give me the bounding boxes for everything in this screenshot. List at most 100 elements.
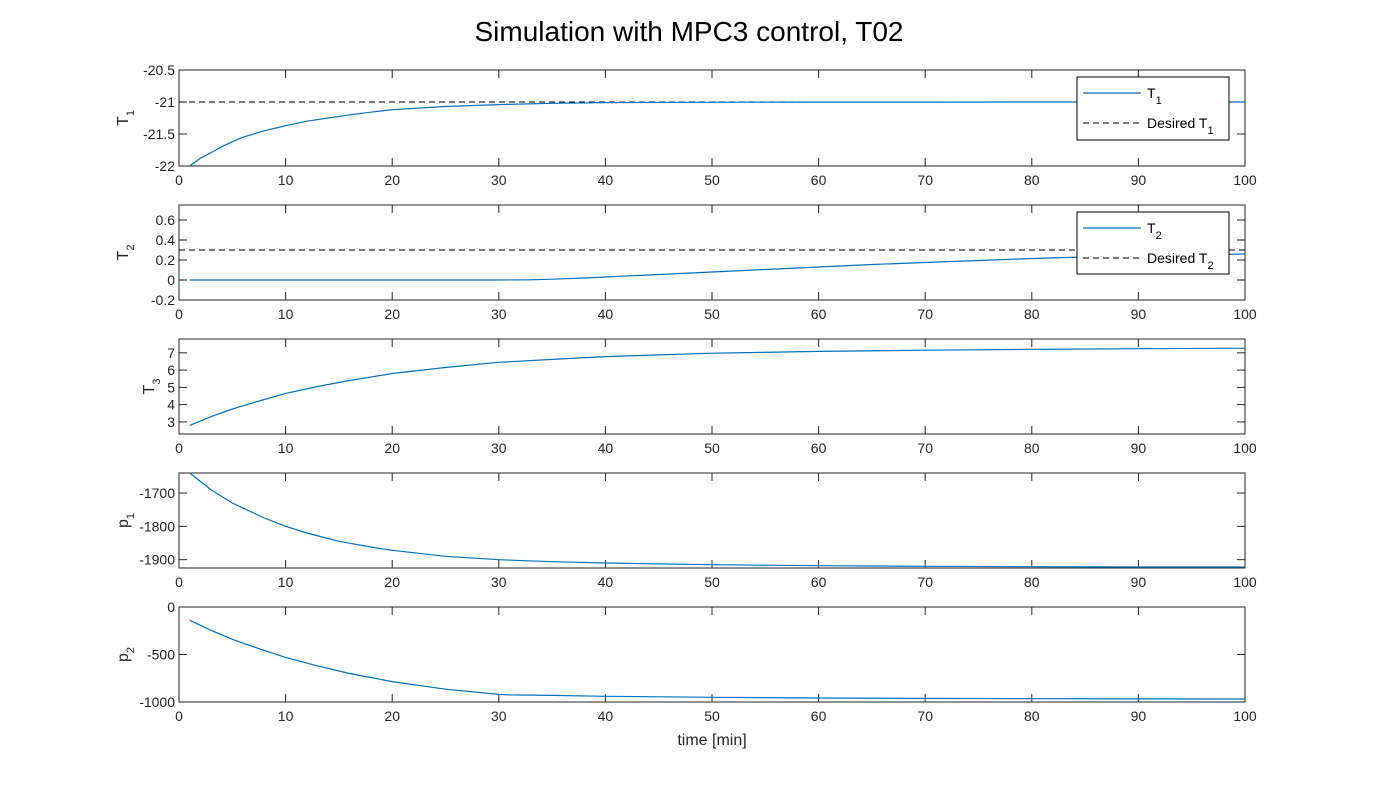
x-tick-label: 30: [491, 708, 507, 724]
y-tick-label: 0.4: [156, 232, 176, 248]
x-tick-label: 0: [175, 708, 183, 724]
x-tick-label: 50: [704, 306, 720, 322]
x-tick-label: 40: [598, 708, 614, 724]
x-tick-label: 80: [1024, 574, 1040, 590]
y-tick-label: 4: [167, 397, 175, 413]
x-tick-label: 20: [384, 440, 400, 456]
x-tick-label: 0: [175, 172, 183, 188]
x-tick-label: 30: [491, 172, 507, 188]
y-tick-label: -1000: [139, 694, 175, 710]
y-tick-label: -1700: [139, 485, 175, 501]
x-tick-label: 20: [384, 574, 400, 590]
legend-entry-series: T1: [1147, 85, 1162, 107]
x-tick-label: 80: [1024, 440, 1040, 456]
y-tick-label: -20.5: [143, 62, 175, 78]
legend-entry-series: T2: [1147, 220, 1162, 242]
legend: T1 Desired T1: [1076, 76, 1230, 141]
x-tick-label: 80: [1024, 306, 1040, 322]
x-tick-label: 60: [811, 708, 827, 724]
series-line: [189, 619, 1245, 700]
x-tick-label: 50: [704, 708, 720, 724]
y-axis-label: p2: [115, 647, 137, 662]
subplot-3: 0 10 20 30 40 50 60 70 80 90 100 34 567 T3: [141, 338, 1257, 456]
plot-area: [178, 472, 1246, 569]
y-tick-label: 0: [167, 599, 175, 615]
x-tick-label: 10: [278, 708, 294, 724]
x-tick-label: 50: [704, 172, 720, 188]
y-axis-label: T3: [141, 379, 163, 395]
x-tick-label: 60: [811, 440, 827, 456]
x-tick-label: 30: [491, 440, 507, 456]
x-tick-label: 30: [491, 306, 507, 322]
x-tick-label: 70: [917, 708, 933, 724]
legend: T2 Desired T2: [1076, 211, 1230, 275]
plot-area: [178, 69, 1246, 167]
x-tick-label: 20: [384, 708, 400, 724]
plot-area: [178, 606, 1246, 703]
series-line: [189, 101, 1245, 166]
y-tick-label: -500: [147, 647, 175, 663]
x-tick-label: 80: [1024, 708, 1040, 724]
x-tick-label: 20: [384, 172, 400, 188]
x-tick-label: 0: [175, 306, 183, 322]
x-tick-label: 100: [1233, 574, 1257, 590]
y-tick-label: -21: [155, 94, 175, 110]
x-tick-label: 90: [1131, 306, 1147, 322]
x-tick-label: 100: [1233, 440, 1257, 456]
x-tick-label: 70: [917, 172, 933, 188]
subplot-1: 0 10 20 30 40 50 60 70 80 90 100 -22 -21.5 -21 -20.5 T1…: [115, 62, 1257, 188]
plot-area: [178, 338, 1246, 435]
y-axis-label: T1: [115, 110, 137, 126]
plot-area: [178, 204, 1246, 301]
x-axis-label: time [min]: [677, 732, 746, 749]
subplots: 0 10 20 30 40 50 60 70 80 90 100-22-21.5-21-20.5T1…: [115, 62, 1257, 724]
x-tick-label: 20: [384, 306, 400, 322]
x-tick-label: 40: [598, 306, 614, 322]
x-tick-label: 70: [917, 306, 933, 322]
y-tick-label: -0.2: [151, 292, 175, 308]
y-tick-label: 3: [167, 414, 175, 430]
figure-title: Simulation with MPC3 control, T02: [475, 16, 904, 47]
y-tick-label: 7: [167, 345, 175, 361]
x-tick-label: 50: [704, 440, 720, 456]
x-tick-label: 90: [1131, 440, 1147, 456]
y-tick-label: 0.6: [156, 212, 176, 228]
x-tick-label: 40: [598, 440, 614, 456]
x-tick-label: 10: [278, 440, 294, 456]
x-tick-label: 60: [811, 574, 827, 590]
x-tick-label: 30: [491, 574, 507, 590]
x-tick-label: 0: [175, 440, 183, 456]
x-tick-label: 60: [811, 172, 827, 188]
x-tick-label: 40: [598, 574, 614, 590]
legend-box: [1076, 211, 1230, 275]
x-tick-label: 90: [1131, 574, 1147, 590]
x-tick-label: 60: [811, 306, 827, 322]
y-axis-label: T2: [115, 245, 137, 261]
legend-box: [1076, 76, 1230, 141]
series-line: [189, 347, 1245, 426]
legend-entry-reference: Desired T2: [1147, 250, 1214, 272]
series-line: [189, 253, 1245, 281]
x-tick-label: 0: [175, 574, 183, 590]
x-tick-label: 100: [1233, 708, 1257, 724]
y-tick-label: 0: [167, 272, 175, 288]
subplot-5: 0 10 20 30 40 50 60 70 80 90 100 -1000 -500 0 p2: [115, 599, 1257, 724]
x-tick-label: 50: [704, 574, 720, 590]
x-tick-label: 10: [278, 172, 294, 188]
x-tick-label: 10: [278, 306, 294, 322]
legend-entry-reference: Desired T1: [1147, 115, 1214, 137]
subplot-2: 0 10 20 30 40 50 60 70 80 90 100-0.200.20.40.6T2T2…: [115, 204, 1257, 322]
y-axis-label: p1: [115, 513, 137, 528]
x-tick-label: 40: [598, 172, 614, 188]
series-line: [189, 473, 1245, 568]
y-tick-label: -1800: [139, 518, 175, 534]
x-tick-label: 70: [917, 574, 933, 590]
y-tick-label: 5: [167, 379, 175, 395]
y-tick-label: -1900: [139, 552, 175, 568]
x-tick-label: 90: [1131, 708, 1147, 724]
x-tick-label: 70: [917, 440, 933, 456]
y-tick-label: 6: [167, 362, 175, 378]
x-tick-label: 100: [1233, 172, 1257, 188]
